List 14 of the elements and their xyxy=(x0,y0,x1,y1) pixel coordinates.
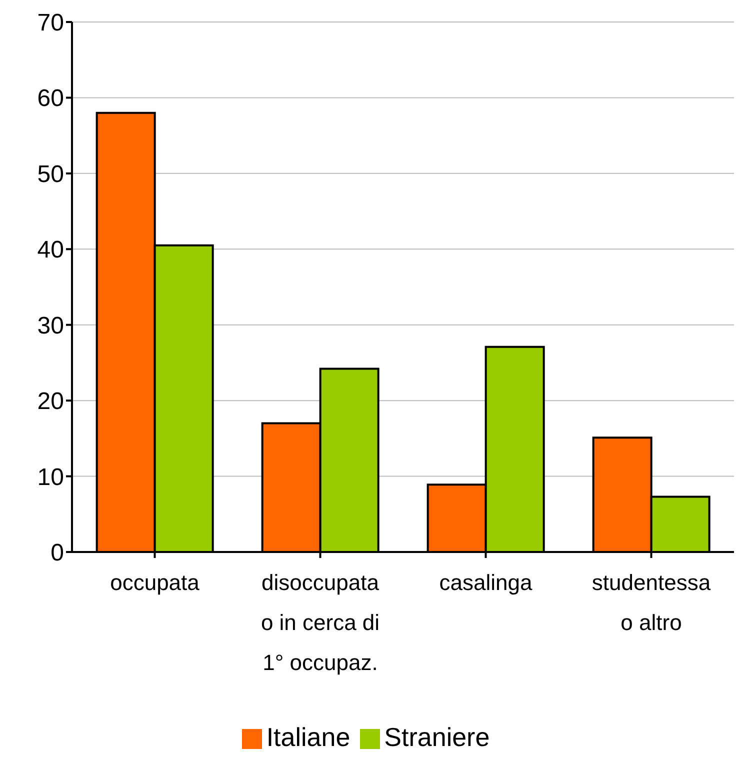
x-tick-label: studentessa o altro xyxy=(592,570,712,635)
legend-label: Italiane xyxy=(266,722,350,752)
y-tick-label: 60 xyxy=(37,85,64,112)
y-tick-label: 50 xyxy=(37,160,64,188)
y-tick-label: 70 xyxy=(37,10,64,37)
y-tick-label: 30 xyxy=(37,312,64,340)
x-tick-label: casalinga xyxy=(439,570,533,595)
x-tick-label: disoccupata o in cerca di 1° occupaz. xyxy=(260,570,380,675)
y-tick-label: 40 xyxy=(37,236,64,264)
x-tick-label: occupata xyxy=(110,570,200,595)
y-tick-label: 20 xyxy=(37,388,64,416)
legend-label: Straniere xyxy=(384,722,490,752)
y-tick-label: 10 xyxy=(37,464,64,491)
y-tick-label: 0 xyxy=(50,540,64,567)
